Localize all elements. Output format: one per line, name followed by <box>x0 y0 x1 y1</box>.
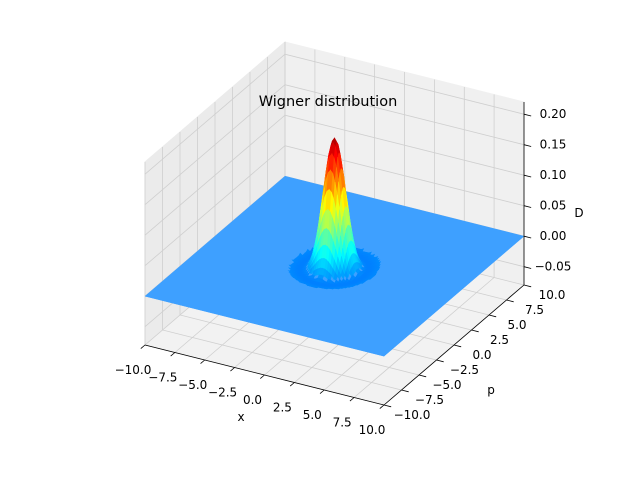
chart-title: Wigner distribution <box>259 94 398 110</box>
x-tick-mark <box>260 374 265 379</box>
p-tick-mark <box>523 284 532 288</box>
surface-patch <box>337 270 342 280</box>
x-tick-mark <box>170 352 176 357</box>
surface-patch <box>345 286 350 289</box>
z-tick-label: 0.10 <box>540 168 567 182</box>
z-tick-mark <box>523 174 532 178</box>
z-grid-line <box>144 53 525 175</box>
p-tick-label: −7.5 <box>415 393 444 407</box>
p-tick-label: 10.0 <box>539 288 566 302</box>
x-tick-mark <box>289 382 295 387</box>
z-grid-line <box>144 145 525 267</box>
p-tick-mark <box>383 404 392 408</box>
z-axis-label: D <box>574 206 583 220</box>
z-grid-line <box>144 84 525 206</box>
surface-patch <box>338 287 343 290</box>
tick-labels: −10.0−7.5−5.0−2.50.02.55.07.510.0−10.0−7… <box>115 107 572 437</box>
surface-patch <box>366 278 371 281</box>
z-tick-mark <box>523 144 532 147</box>
surface-patch <box>326 287 331 290</box>
p-tick-mark <box>418 374 427 378</box>
z-tick-mark <box>523 266 532 269</box>
p-tick-label: 2.5 <box>490 333 509 347</box>
p-grid-line <box>179 132 420 376</box>
z-tick-mark <box>523 205 532 208</box>
surface-patch <box>316 286 321 289</box>
p-tick-label: 7.5 <box>525 303 544 317</box>
p-tick-label: 5.0 <box>507 318 526 332</box>
x-tick-mark <box>319 389 325 394</box>
surface-patch <box>353 284 358 287</box>
p-tick-label: −2.5 <box>450 363 479 377</box>
x-tick-label: −7.5 <box>148 371 177 385</box>
surface-patch <box>332 287 337 290</box>
x-tick-label: 2.5 <box>273 401 292 415</box>
z-tick-label: 0.00 <box>540 229 567 243</box>
x-tick-mark <box>379 404 385 409</box>
p-tick-mark <box>488 314 497 318</box>
x-tick-label: −5.0 <box>178 378 207 392</box>
p-tick-mark <box>506 299 514 303</box>
surface-patch <box>340 269 345 280</box>
z-grid-line <box>144 114 525 236</box>
p-tick-mark <box>471 329 479 333</box>
p-tick-label: 0.0 <box>472 348 491 362</box>
p-grid-line <box>162 147 402 391</box>
p-tick-mark <box>401 389 409 393</box>
x-tick-label: 5.0 <box>303 408 322 422</box>
x-tick-mark <box>200 359 206 364</box>
surface-patch <box>349 286 353 288</box>
z-tick-mark <box>523 235 532 239</box>
x-tick-mark <box>349 397 355 402</box>
surface-patch <box>344 270 349 279</box>
z-tick-label: −0.05 <box>535 260 572 274</box>
z-tick-label: 0.05 <box>540 199 567 213</box>
p-tick-label: −5.0 <box>432 378 461 392</box>
p-tick-mark <box>453 344 462 348</box>
p-tick-mark <box>436 359 444 363</box>
x-tick-label: 0.0 <box>243 393 262 407</box>
x-axis-label: x <box>237 410 244 424</box>
x-tick-label: −10.0 <box>115 363 152 377</box>
z-tick-label: 0.20 <box>540 107 567 121</box>
z-tick-mark <box>523 113 532 117</box>
z-tick-label: 0.15 <box>540 138 567 152</box>
p-tick-label: −10.0 <box>394 408 431 422</box>
p-axis-label: p <box>487 383 495 397</box>
surface-patch <box>333 272 338 281</box>
surface-patch <box>358 282 363 285</box>
surface-plot <box>144 137 525 357</box>
x-tick-label: −2.5 <box>208 386 237 400</box>
x-tick-label: 10.0 <box>359 423 386 437</box>
x-tick-mark <box>230 367 235 372</box>
x-tick-label: 7.5 <box>333 416 352 430</box>
surface-patch <box>341 287 346 289</box>
x-tick-mark <box>140 344 146 349</box>
